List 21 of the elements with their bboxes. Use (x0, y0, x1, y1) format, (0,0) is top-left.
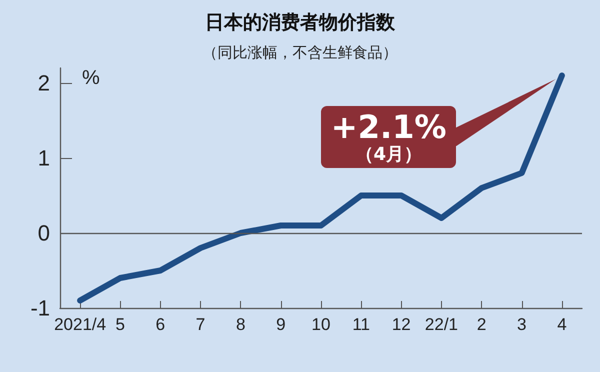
y-axis-title: % (82, 67, 100, 89)
x-tick-label: 5 (115, 315, 125, 334)
x-tick-label: 22/1 (424, 315, 458, 334)
x-tick-label: 4 (557, 315, 567, 334)
x-tick-label: 9 (276, 315, 286, 334)
x-tick-label: 11 (352, 315, 370, 334)
y-tick-label: 2 (38, 70, 50, 96)
y-tick-label: 1 (38, 146, 50, 170)
x-tick-label: 7 (196, 315, 206, 334)
y-tick-label: 0 (38, 220, 50, 246)
x-tick-label: 2 (476, 315, 486, 334)
x-tick-label: 6 (156, 315, 166, 334)
y-tick-label: -1 (30, 296, 50, 320)
chart-subtitle: （同比涨幅，不含生鲜食品） (202, 44, 398, 62)
x-tick-label: 10 (312, 315, 330, 334)
x-tick-label: 8 (236, 315, 246, 334)
annotation: +2.1% （4月） (330, 108, 446, 165)
x-tick-label: 3 (517, 315, 527, 334)
x-tick-label: 12 (392, 315, 411, 334)
x-tick-label: 2021/4 (54, 315, 106, 334)
chart-title: 日本的消费者物价指数 (205, 12, 396, 34)
